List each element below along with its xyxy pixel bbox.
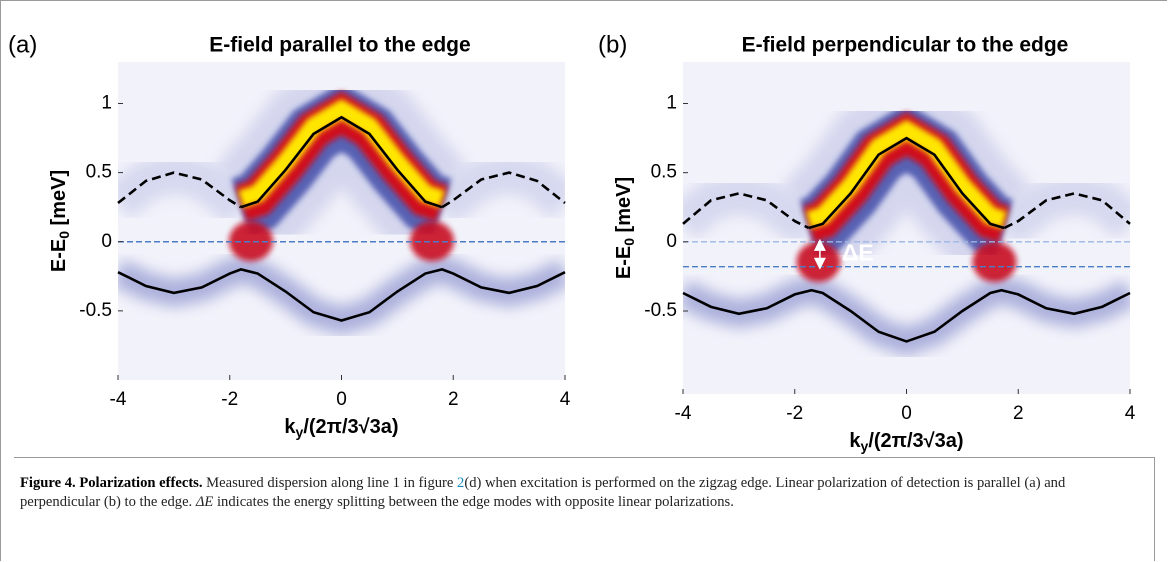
caption-symbol: ΔE [195,494,214,510]
data-line [117,171,242,209]
y-axis-label-part: [meV] [48,170,70,231]
intensity-blob [410,221,455,262]
x-axis-label: ky/(2π/3√3a) [284,416,398,439]
panel-label: (b) [598,31,627,58]
y-tick-label: 1 [666,93,677,114]
x-axis-label-part: y [861,438,869,454]
caption-text: (d) when excitation is performed on the … [20,475,1066,510]
caption-text: Measured dispersion along line 1 in figu… [202,475,458,491]
figure-reference[interactable]: 2 [457,475,465,491]
panel-label: (a) [8,31,37,58]
x-tick-label: -4 [675,403,692,424]
y-tick-label: 0.5 [651,162,677,183]
caption-divider [14,457,1155,561]
panel-title: E-field perpendicular to the edge [742,34,1069,57]
data-line [240,115,443,209]
x-axis-label-part: k [284,416,296,438]
figure-caption: Figure 4. Polarization effects. Measured… [20,474,1145,512]
x-axis-label: ky/(2π/3√3a) [849,430,963,453]
x-tick-label: 4 [1125,403,1136,424]
y-axis-label: E-E0 [meV] [613,177,636,279]
data-line [441,171,566,209]
intensity-blob [228,221,273,262]
y-axis-label-part: 0 [621,238,637,246]
y-tick-label: -0.5 [644,300,677,321]
y-tick-label: -0.5 [79,300,112,321]
y-axis-label-part: [meV] [613,177,635,238]
y-tick-label: 1 [101,92,112,113]
panel: -4 -2 0 2 4 -0.5 0 0.5 1 (b) E-field perpendicular… [598,31,1136,453]
x-tick-label: 2 [1013,403,1024,424]
data-line [682,192,810,230]
y-tick-label: 0 [666,231,677,252]
intensity-blob [796,242,841,282]
caption-text: indicates the energy splitting between t… [213,494,734,510]
data-line [682,288,1131,343]
data-line [117,268,566,322]
caption-label: Figure 4. Polarization effects. [20,475,203,491]
x-tick-label: 0 [336,389,347,410]
x-tick-label: -2 [786,403,803,424]
x-tick-label: 2 [448,389,459,410]
data-line [1003,192,1131,230]
y-tick-label: 0.5 [86,162,112,183]
panel: -4 -2 0 2 4 -0.5 0 0.5 1 (a) E-field parallel to t… [8,31,571,439]
x-axis-label-part: /(2π/3√3a) [868,430,963,452]
x-tick-label: 4 [560,389,571,410]
intensity-blob [972,242,1017,282]
annotation: ΔE [842,239,874,265]
intensity-peak [238,98,445,208]
x-axis-label-part: /(2π/3√3a) [303,416,398,438]
x-axis-label-part: y [296,424,304,440]
x-axis-label-part: k [849,430,861,452]
figure: -4 -2 0 2 4 -0.5 0 0.5 1 (a) E-field parallel to t… [8,31,1136,453]
y-axis-label: E-E0 [meV] [48,170,71,272]
x-tick-label: 0 [901,403,912,424]
y-axis-label-part: E-E [48,239,70,272]
intensity-peak [806,119,1007,229]
data-line [808,136,1005,230]
x-tick-label: -2 [221,389,238,410]
y-axis-label-part: E-E [613,246,635,279]
y-tick-label: 0 [101,231,112,252]
panel-title: E-field parallel to the edge [209,34,470,57]
y-axis-label-part: 0 [56,231,72,239]
x-tick-label: -4 [110,389,127,410]
